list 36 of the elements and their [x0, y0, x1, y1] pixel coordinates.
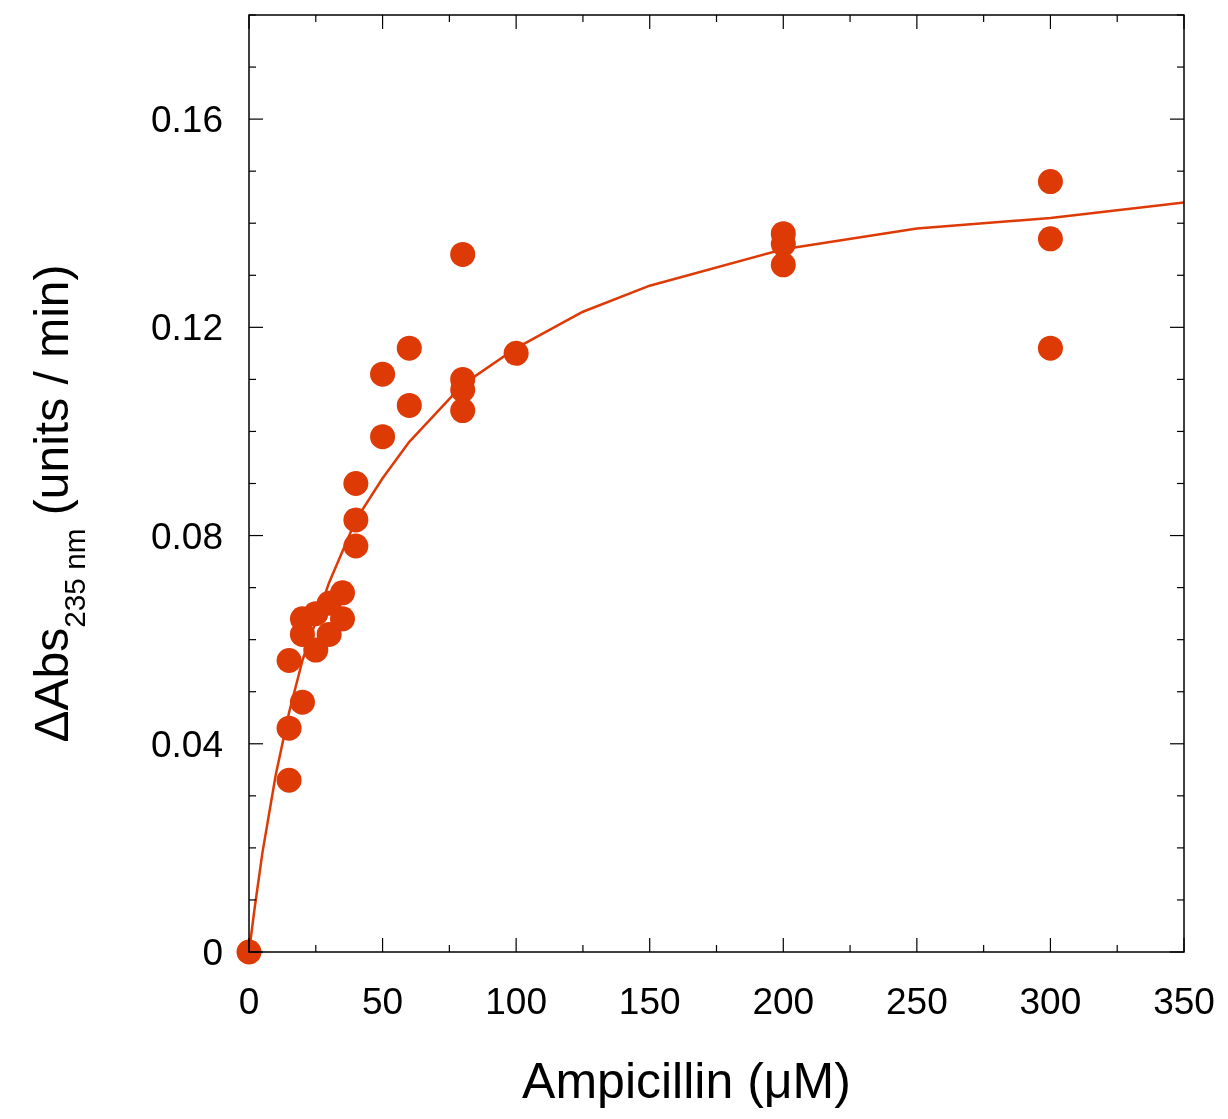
point	[289, 689, 315, 715]
point	[450, 398, 476, 424]
point	[770, 252, 796, 278]
point	[276, 648, 302, 673]
x-tick-label: 250	[885, 981, 948, 1022]
point	[343, 471, 369, 496]
x-tick-label: 50	[361, 981, 404, 1022]
y-tick-label: 0.12	[150, 307, 223, 349]
x-axis-title: Ampicillin (μM)	[522, 1053, 851, 1109]
point	[370, 424, 396, 450]
point	[316, 621, 342, 647]
point	[450, 241, 476, 267]
y-tick-label: 0.04	[150, 723, 223, 765]
x-tick-label: 100	[485, 981, 548, 1022]
point	[503, 340, 529, 366]
x-tick-label: 0	[238, 981, 260, 1022]
point	[343, 507, 369, 533]
point	[396, 392, 422, 418]
point	[303, 637, 329, 663]
point	[330, 580, 355, 606]
x-tick-label: 300	[1019, 981, 1082, 1022]
x-tick-label: 200	[752, 981, 815, 1022]
point	[1037, 169, 1063, 195]
point	[396, 335, 422, 361]
point	[276, 767, 302, 793]
y-tick-label: 0	[202, 932, 223, 973]
x-tick-label: 350	[1153, 981, 1215, 1022]
y-tick-label: 0.08	[150, 515, 223, 557]
point	[1037, 335, 1063, 361]
point	[1037, 226, 1063, 252]
point	[330, 606, 355, 632]
point	[343, 533, 369, 559]
point	[276, 715, 302, 741]
y-tick-label: 0.16	[150, 99, 223, 141]
point	[370, 361, 396, 387]
x-tick-label: 150	[618, 981, 681, 1022]
